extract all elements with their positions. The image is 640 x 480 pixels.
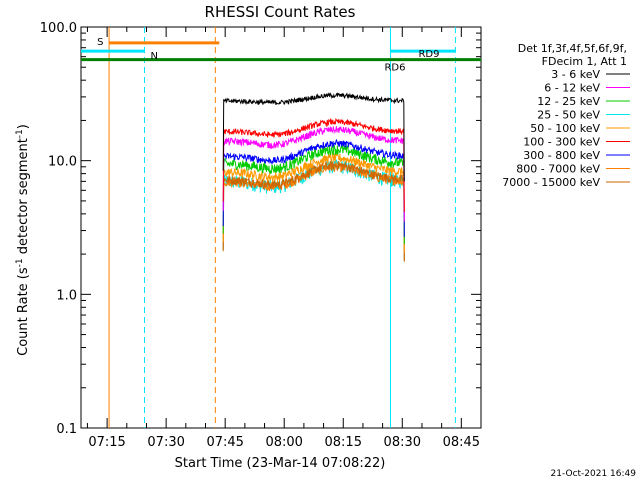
- legend-entry: 12 - 25 keV: [537, 95, 600, 108]
- legend-entry: 100 - 300 keV: [523, 136, 600, 149]
- x-axis-label: Start Time (23-Mar-14 07:08:22): [175, 456, 386, 471]
- legend-entry: 800 - 7000 keV: [516, 163, 600, 176]
- x-tick-label: 08:45: [443, 435, 480, 450]
- x-tick-label: 08:00: [265, 435, 302, 450]
- y-tick-label: 0.1: [56, 422, 77, 437]
- plot-area: 0.1 1.0 10.0 100.0 07:15 07:30 07:45 08:00 08:15…: [40, 21, 482, 450]
- y-tick-label: 1.0: [56, 288, 77, 303]
- y-axis-label: Count Rate (s-1 detector segment-1): [15, 124, 31, 356]
- series-line: [222, 126, 405, 222]
- series-line: [222, 143, 405, 245]
- x-tick-label: 07:30: [147, 435, 184, 450]
- legend-header: Det 1f,3f,4f,5f,6f,9f,: [518, 42, 627, 55]
- legend-header: FDecim 1, Att 1: [542, 55, 627, 68]
- y-label-part-2: detector segment: [16, 138, 31, 258]
- s-label: S: [97, 37, 103, 48]
- y-tick-label: 100.0: [40, 21, 77, 36]
- legend-entry: 50 - 100 keV: [530, 122, 600, 135]
- legend-entry: 300 - 800 keV: [523, 149, 600, 162]
- plot-frame: [80, 26, 482, 429]
- series-line: [222, 138, 405, 237]
- legend-entry: 3 - 6 keV: [551, 68, 600, 81]
- series-line: [222, 117, 405, 213]
- chart-title: RHESSI Count Rates: [205, 3, 356, 21]
- y-label-sup-2: -1: [15, 129, 25, 138]
- rd6-label: RD6: [384, 63, 405, 74]
- rd9-label: RD9: [418, 49, 439, 60]
- legend: Det 1f,3f,4f,5f,6f,9f,FDecim 1, Att 13 -…: [502, 42, 630, 189]
- series-line: [222, 152, 405, 253]
- n-label: N: [150, 51, 157, 62]
- legend-entry: 7000 - 15000 keV: [502, 176, 600, 189]
- y-tick-label: 10.0: [48, 155, 77, 170]
- legend-entry: 6 - 12 keV: [544, 82, 600, 95]
- x-tick-label: 07:45: [206, 435, 243, 450]
- x-tick-label: 08:15: [325, 435, 362, 450]
- x-tick-label: 07:15: [88, 435, 125, 450]
- series-line: [222, 92, 405, 182]
- y-label-part-3: ): [16, 124, 31, 129]
- legend-entry: 25 - 50 keV: [537, 109, 600, 122]
- footer-date: 21-Oct-2021 16:49: [551, 469, 637, 479]
- y-label-sup-1: -1: [15, 258, 25, 267]
- x-tick-label: 08:30: [384, 435, 421, 450]
- series-line: [222, 160, 405, 261]
- y-label-part-1: Count Rate (s: [16, 267, 31, 356]
